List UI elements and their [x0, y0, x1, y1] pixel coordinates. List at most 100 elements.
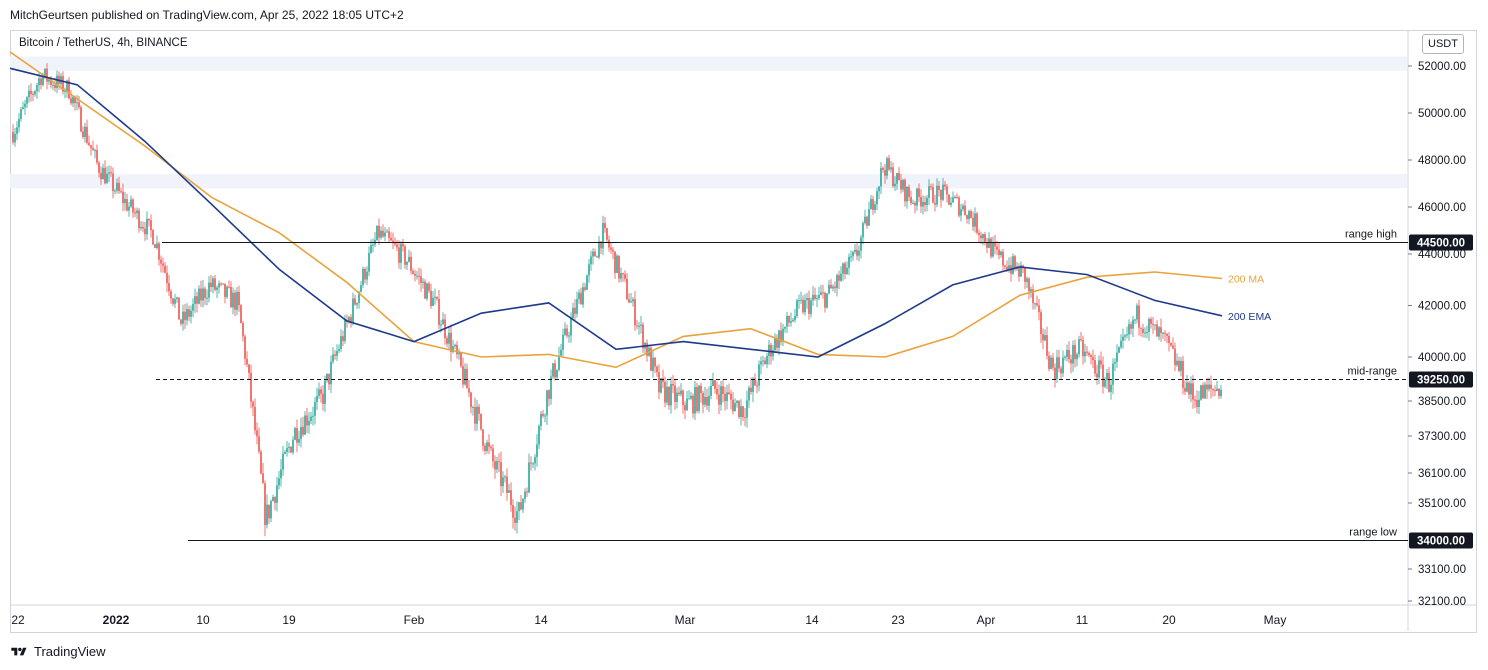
candle-body: [1042, 334, 1044, 341]
candle-body: [202, 288, 204, 301]
candle-body: [582, 287, 584, 305]
candle-body: [698, 385, 700, 412]
candle-body: [306, 415, 308, 426]
candle-body: [614, 251, 616, 273]
candle-body: [108, 172, 110, 174]
candle-body: [1156, 324, 1158, 337]
candle-body: [22, 107, 24, 110]
candle-body: [170, 291, 172, 299]
candle-body: [484, 445, 486, 451]
candle-body: [1208, 384, 1210, 390]
candle-body: [852, 251, 854, 257]
candle-body: [198, 288, 200, 304]
y-tick-label: 36100.00: [1418, 468, 1466, 480]
candle-body: [232, 292, 234, 308]
candle-body: [512, 505, 514, 518]
candle-body: [1092, 356, 1094, 361]
candle-body: [24, 103, 26, 108]
candle-body: [678, 392, 680, 395]
candle-body: [458, 352, 460, 355]
candle-body: [1064, 356, 1066, 358]
candle-body: [794, 315, 796, 320]
candle-body: [160, 259, 162, 264]
x-tick-label: 19: [282, 613, 296, 627]
candle-body: [88, 142, 90, 146]
candle-body: [406, 261, 408, 265]
candle-body: [396, 244, 398, 248]
candle-body: [354, 298, 356, 305]
candle-body: [930, 186, 932, 188]
candle-body: [318, 389, 320, 396]
candle-body: [40, 78, 42, 85]
candle-body: [932, 186, 934, 203]
candle-body: [1176, 360, 1178, 366]
candle-body: [708, 395, 710, 406]
candle-body: [272, 497, 274, 501]
candle-body: [498, 461, 500, 463]
candle-body: [882, 167, 884, 170]
candle-body: [844, 263, 846, 275]
candle-body: [868, 209, 870, 226]
candle-body: [1122, 336, 1124, 341]
candle-body: [222, 283, 224, 285]
candle-body: [960, 209, 962, 216]
candle-body: [594, 251, 596, 257]
candle-body: [1158, 327, 1160, 337]
candle-body: [220, 283, 222, 285]
candle-body: [842, 263, 844, 274]
candle-body: [914, 202, 916, 206]
candle-body: [110, 172, 112, 174]
candle-body: [218, 283, 220, 288]
candle-body: [980, 235, 982, 239]
chart-grid: [10, 31, 1477, 631]
candle-body: [584, 287, 586, 290]
publisher-line: MitchGeurtsen published on TradingView.c…: [10, 8, 404, 22]
chart-frame[interactable]: [10, 30, 1477, 633]
candle-body: [688, 398, 690, 400]
candle-body: [288, 446, 290, 448]
ema-200-label: 200 EMA: [1228, 311, 1271, 323]
candle-body: [1084, 351, 1086, 357]
candle-body: [188, 309, 190, 317]
candle-body: [140, 226, 142, 229]
y-tick-label: 33100.00: [1418, 564, 1466, 576]
candle-body: [890, 167, 892, 170]
candle-body: [474, 406, 476, 424]
candle-body: [786, 315, 788, 327]
candle-body: [552, 363, 554, 377]
candle-body: [494, 461, 496, 470]
candle-body: [214, 278, 216, 290]
candle-body: [372, 244, 374, 246]
candle-body: [1130, 324, 1132, 329]
candle-body: [182, 311, 184, 324]
candle-body: [432, 297, 434, 306]
candle-body: [1212, 388, 1214, 391]
currency-badge[interactable]: USDT: [1422, 34, 1464, 54]
candle-body: [726, 392, 728, 402]
resistance-zone: [10, 174, 1407, 189]
candle-body: [1100, 360, 1102, 365]
candle-body: [666, 386, 668, 403]
candle-body: [720, 386, 722, 405]
candle-body: [1106, 372, 1108, 381]
candle-body: [492, 448, 494, 462]
candle-body: [578, 292, 580, 300]
x-tick-label: 10: [196, 613, 210, 627]
footer-brand[interactable]: TradingView: [34, 644, 106, 659]
candle-body: [770, 344, 772, 357]
candle-body: [654, 357, 656, 367]
candle-body: [566, 328, 568, 336]
candle-body: [964, 205, 966, 215]
candle-body: [26, 97, 28, 104]
candle-body: [400, 243, 402, 263]
candle-body: [870, 199, 872, 210]
candle-body: [728, 392, 730, 394]
candle-body: [364, 268, 366, 280]
candle-body: [904, 179, 906, 202]
candle-body: [982, 234, 984, 239]
candle-body: [1114, 361, 1116, 364]
candle-body: [70, 98, 72, 104]
x-tick-label: Mar: [675, 613, 696, 627]
candle-body: [506, 476, 508, 493]
